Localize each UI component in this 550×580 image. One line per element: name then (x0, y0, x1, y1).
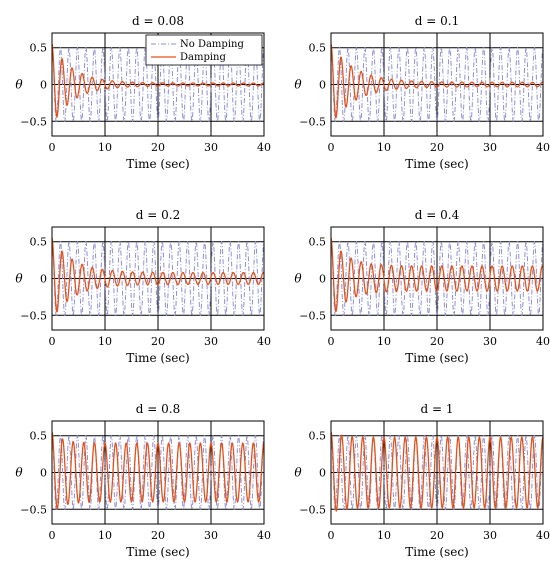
x-tick-label: 10 (377, 141, 391, 154)
series-no-damping (331, 46, 543, 123)
x-tick-label: 10 (98, 335, 112, 348)
x-tick-label: 0 (49, 335, 56, 348)
x-tick-label: 20 (151, 529, 165, 542)
legend: No Damping Damping (145, 34, 263, 66)
series-damping (331, 43, 543, 119)
legend-label-no-damping: No Damping (180, 39, 244, 50)
x-tick-label: 30 (483, 529, 497, 542)
series-no-damping (52, 434, 264, 511)
y-axis-label: θ (15, 78, 23, 92)
y-tick-label: 0 (40, 79, 47, 92)
chart-title: d = 0.08 (132, 14, 184, 28)
chart-title: d = 1 (421, 402, 454, 416)
series-damping (52, 237, 264, 313)
x-axis-label: Time (sec) (405, 157, 468, 171)
x-tick-label: 0 (49, 141, 56, 154)
x-tick-label: 10 (98, 141, 112, 154)
chart-title: d = 0.4 (415, 208, 460, 222)
x-axis-label: Time (sec) (405, 545, 468, 559)
series-no-damping (331, 434, 543, 511)
x-tick-label: 0 (49, 529, 56, 542)
y-tick-label: 0.5 (30, 42, 48, 55)
series-no-damping (52, 46, 264, 123)
x-tick-label: 0 (328, 529, 335, 542)
chart-title: d = 0.1 (415, 14, 459, 28)
series-no-damping (52, 240, 264, 317)
y-axis-label: θ (15, 272, 23, 286)
x-tick-label: 30 (204, 529, 218, 542)
x-tick-label: 0 (328, 141, 335, 154)
x-axis-label: Time (sec) (126, 545, 189, 559)
x-tick-label: 10 (377, 529, 391, 542)
x-tick-label: 30 (483, 335, 497, 348)
x-tick-label: 20 (151, 335, 165, 348)
x-axis-label: Time (sec) (126, 351, 189, 365)
y-tick-label: −0.5 (299, 115, 326, 128)
series-no-damping (331, 240, 543, 317)
x-tick-label: 40 (536, 335, 550, 348)
y-tick-label: 0 (40, 467, 47, 480)
series-damping (331, 431, 543, 512)
y-tick-label: −0.5 (20, 503, 47, 516)
x-tick-label: 20 (430, 529, 444, 542)
series-damping (331, 237, 543, 313)
x-axis-label: Time (sec) (405, 351, 468, 365)
y-axis-label: θ (294, 466, 302, 480)
x-tick-label: 20 (151, 141, 165, 154)
x-tick-label: 0 (328, 335, 335, 348)
x-tick-label: 20 (430, 141, 444, 154)
y-tick-label: −0.5 (20, 115, 47, 128)
y-tick-label: 0.5 (309, 42, 327, 55)
y-tick-label: 0 (319, 273, 326, 286)
x-tick-label: 10 (98, 529, 112, 542)
x-tick-label: 30 (204, 141, 218, 154)
y-tick-label: 0 (40, 273, 47, 286)
x-tick-label: 40 (257, 141, 271, 154)
x-tick-label: 40 (257, 529, 271, 542)
y-axis-label: θ (294, 78, 302, 92)
x-tick-label: 10 (377, 335, 391, 348)
y-tick-label: 0.5 (309, 430, 327, 443)
y-tick-label: −0.5 (20, 309, 47, 322)
x-tick-label: 40 (536, 529, 550, 542)
x-tick-label: 40 (536, 141, 550, 154)
x-axis-label: Time (sec) (126, 157, 189, 171)
y-tick-label: 0 (319, 79, 326, 92)
chart-title: d = 0.2 (136, 208, 180, 222)
x-tick-label: 40 (257, 335, 271, 348)
x-tick-label: 30 (204, 335, 218, 348)
y-tick-label: 0 (319, 467, 326, 480)
y-axis-label: θ (294, 272, 302, 286)
y-tick-label: −0.5 (299, 503, 326, 516)
legend-box (145, 34, 263, 66)
chart-title: d = 0.8 (136, 402, 180, 416)
series-damping (52, 431, 264, 510)
y-tick-label: 0.5 (309, 236, 327, 249)
x-tick-label: 20 (430, 335, 444, 348)
x-tick-label: 30 (483, 141, 497, 154)
y-tick-label: −0.5 (299, 309, 326, 322)
series-damping (52, 43, 264, 118)
y-tick-label: 0.5 (30, 430, 48, 443)
y-axis-label: θ (15, 466, 23, 480)
y-tick-label: 0.5 (30, 236, 48, 249)
legend-label-damping: Damping (180, 52, 227, 63)
